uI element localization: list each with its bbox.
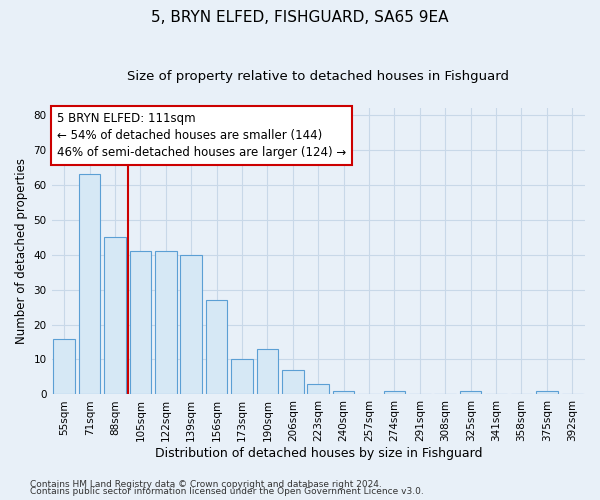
Bar [307, 384, 329, 394]
Bar [206, 300, 227, 394]
Text: 5, BRYN ELFED, FISHGUARD, SA65 9EA: 5, BRYN ELFED, FISHGUARD, SA65 9EA [151, 10, 449, 25]
Bar [181, 254, 202, 394]
Bar [104, 237, 126, 394]
Title: Size of property relative to detached houses in Fishguard: Size of property relative to detached ho… [127, 70, 509, 83]
X-axis label: Distribution of detached houses by size in Fishguard: Distribution of detached houses by size … [155, 447, 482, 460]
Bar [383, 391, 405, 394]
Text: 5 BRYN ELFED: 111sqm
← 54% of detached houses are smaller (144)
46% of semi-deta: 5 BRYN ELFED: 111sqm ← 54% of detached h… [57, 112, 346, 159]
Bar [282, 370, 304, 394]
Bar [460, 391, 481, 394]
Bar [155, 251, 176, 394]
Bar [231, 360, 253, 394]
Bar [130, 251, 151, 394]
Text: Contains public sector information licensed under the Open Government Licence v3: Contains public sector information licen… [30, 488, 424, 496]
Bar [536, 391, 557, 394]
Y-axis label: Number of detached properties: Number of detached properties [15, 158, 28, 344]
Bar [333, 391, 355, 394]
Bar [53, 338, 75, 394]
Text: Contains HM Land Registry data © Crown copyright and database right 2024.: Contains HM Land Registry data © Crown c… [30, 480, 382, 489]
Bar [257, 349, 278, 395]
Bar [79, 174, 100, 394]
